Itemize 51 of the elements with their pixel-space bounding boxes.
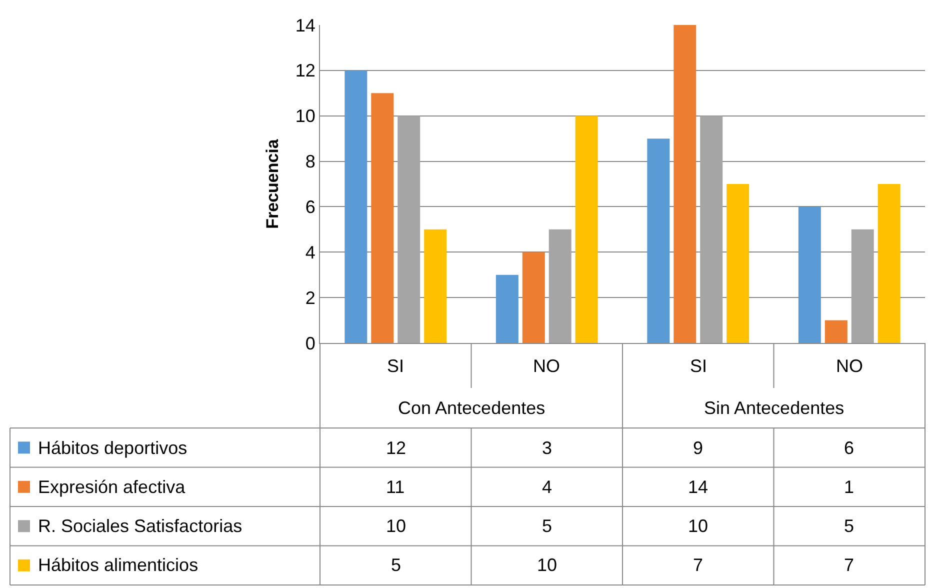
text: Sin Antecedentes — [704, 398, 844, 418]
x-tick-label: NO — [533, 356, 560, 376]
legend-label: Hábitos alimenticios — [38, 555, 198, 575]
x-tick-label: NO — [836, 356, 863, 376]
text: Con Antecedentes — [398, 398, 546, 418]
bar — [726, 184, 750, 343]
bar — [548, 229, 572, 343]
data-label: 10 — [688, 516, 708, 536]
legend-label: R. Sociales Satisfactorias — [38, 516, 242, 536]
legend-label: Hábitos deportivos — [38, 438, 188, 458]
data-label: 7 — [844, 555, 854, 575]
y-axis-title: Frecuencia — [262, 138, 282, 229]
bar — [851, 229, 874, 343]
y-tick-label: 8 — [305, 152, 316, 172]
data-label: 5 — [391, 555, 402, 575]
y-tick-label: 4 — [305, 242, 316, 262]
data-label: 12 — [386, 438, 406, 458]
bar — [424, 229, 447, 343]
legend-label: Expresión afectiva — [38, 477, 186, 497]
bar — [398, 116, 420, 343]
data-label: 4 — [542, 477, 552, 497]
bar — [371, 93, 394, 343]
bar — [700, 116, 723, 343]
y-tick-label: 14 — [295, 15, 316, 36]
x-tick-label: SI — [690, 356, 708, 376]
bar — [824, 320, 848, 343]
data-label: 7 — [693, 555, 704, 575]
bar — [674, 25, 696, 343]
bar — [647, 138, 670, 343]
data-label: 5 — [844, 516, 854, 536]
bar — [496, 274, 518, 343]
bar — [522, 252, 545, 343]
y-tick-label: 0 — [305, 333, 316, 354]
bar — [344, 70, 368, 343]
y-tick-label: 10 — [295, 106, 316, 126]
bar — [878, 184, 900, 343]
bar — [798, 206, 821, 343]
x-tick-label: SI — [387, 356, 404, 376]
data-label: 9 — [693, 438, 704, 458]
bar — [575, 116, 598, 343]
data-label: 10 — [537, 555, 558, 575]
data-label: 14 — [688, 477, 708, 497]
data-label: 6 — [844, 438, 854, 458]
data-label: 1 — [844, 477, 854, 497]
y-tick-label: 2 — [305, 288, 316, 308]
data-label: 11 — [386, 477, 405, 497]
y-tick-label: 12 — [295, 60, 316, 81]
data-label: 5 — [542, 516, 552, 536]
y-tick-label: 6 — [305, 197, 316, 218]
data-label: 10 — [386, 516, 406, 536]
data-label: 3 — [542, 438, 552, 458]
